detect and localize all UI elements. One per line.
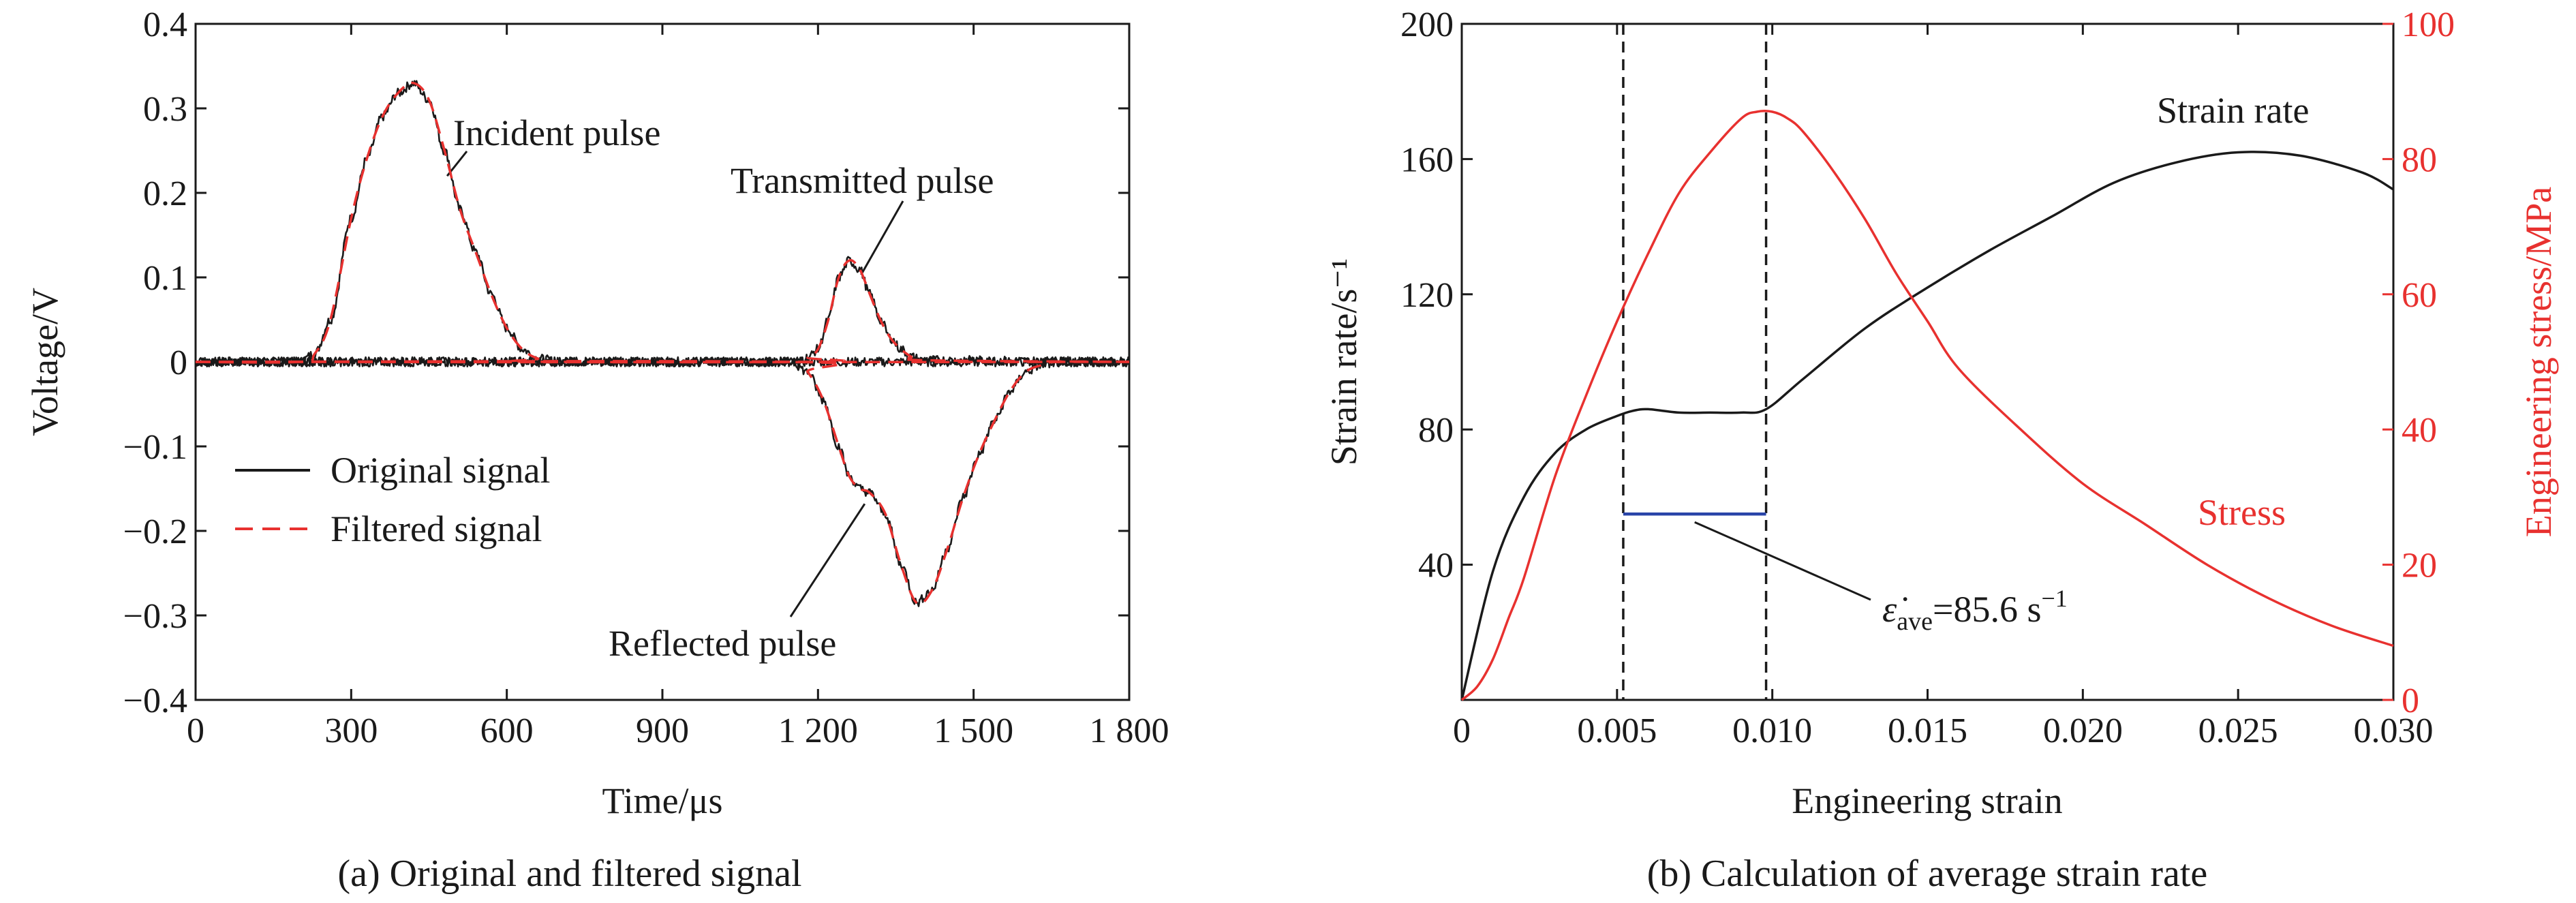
panel-b-y-tick-label: 160 [1400, 140, 1454, 179]
panel-b-traces [1460, 109, 2394, 701]
original-signal-reflected-pulse [194, 356, 1131, 607]
panel-a-y-tick-label: −0.4 [123, 682, 187, 720]
panel-a-y-tick-label: −0.2 [123, 512, 187, 551]
panel-a-x-tick-label: 1 200 [778, 711, 858, 750]
panel-a-legend: Original signal Filtered signal [235, 450, 550, 549]
panel-b-y-tick-label: 80 [1418, 411, 1454, 450]
legend-filtered-label: Filtered signal [331, 508, 542, 549]
incident-pulse-label: Incident pulse [453, 112, 660, 153]
panel-a-x-tick-label: 600 [480, 711, 534, 750]
panel-b-x-tick-label: 0 [1453, 711, 1471, 750]
strain-rate-curve [1460, 151, 2394, 701]
panel-a-x-tick-label: 900 [636, 711, 689, 750]
panel-b-x-tick-label: 0.030 [2354, 711, 2434, 750]
panel-a-y-tick-label: 0.2 [143, 174, 187, 213]
average-strain-rate-label: ε̇ave=85.6 s−1 [1882, 585, 2068, 636]
panel-b-y-tick-label: 40 [1418, 547, 1454, 585]
original-signal-transmitted-pulse [194, 256, 1131, 368]
panel-a-y-tick-label: −0.3 [123, 597, 187, 636]
panel-a-y-tick-label: 0.4 [143, 5, 187, 44]
panel-b-x-axis-label: Engineering strain [1792, 780, 2062, 821]
original-signal-incident-pulse [195, 80, 1130, 368]
panel-a-y-tick-label: 0.1 [143, 259, 187, 298]
panel-b-right-y-tick-label: 60 [2402, 276, 2437, 315]
panel-b-right-y-axis-label: Engineering stress/MPa [2518, 187, 2559, 537]
panel-b-x-tick-label: 0.015 [1888, 711, 1967, 750]
panel-b-x-tick-label: 0.020 [2043, 711, 2123, 750]
panel-a-x-tick-label: 300 [324, 711, 378, 750]
average-strain-rate-leader [1694, 521, 1871, 601]
panel-b-right-y-tick-label: 0 [2402, 682, 2419, 720]
panel-a-x-axis-label: Time/μs [602, 780, 722, 821]
average-strain-rate-subscript: ave [1897, 607, 1933, 636]
panel-b-x-tick-label: 0.025 [2198, 711, 2278, 750]
panel-b-right-y-tick-label: 40 [2402, 411, 2437, 450]
filtered-signal-transmitted-pulse [195, 259, 1130, 364]
stress-curve-label: Stress [2198, 492, 2286, 533]
panel-b-x-tick-label: 0.010 [1732, 711, 1812, 750]
transmitted-pulse-label: Transmitted pulse [731, 160, 994, 201]
panel-a-y-tick-label: −0.1 [123, 428, 187, 467]
stress-curve [1460, 109, 2394, 701]
panel-b-right-y-tick-label: 100 [2402, 5, 2455, 44]
panel-b-ticks: 0 0.005 0.010 0.015 0.020 0.025 0.030 40 80 120 16… [1400, 5, 2455, 750]
panel-a-x-tick-label: 1 800 [1090, 711, 1169, 750]
panel-a-y-tick-label: 0 [170, 343, 187, 382]
panel-b-y-tick-label: 120 [1400, 276, 1454, 315]
panel-b-chart: 0 0.005 0.010 0.015 0.020 0.025 0.030 40 80 120 16… [1323, 5, 2559, 895]
filtered-signal-reflected-pulse [195, 360, 1130, 605]
filtered-signal-incident-pulse [195, 81, 1130, 364]
panel-a-chart: 0 300 600 900 1 200 1 500 1 800 −0.4 −0.3 −0.2 −0.… [25, 5, 1169, 895]
panel-a-x-tick-label: 1 500 [934, 711, 1013, 750]
panel-b-right-y-tick-label: 80 [2402, 140, 2437, 179]
panel-a-ticks: 0 300 600 900 1 200 1 500 1 800 −0.4 −0.3 −0.2 −0.… [123, 5, 1169, 750]
panel-a-annotation-leader [860, 200, 904, 276]
strain-rate-curve-label: Strain rate [2157, 90, 2309, 131]
panel-a-y-tick-label: 0.3 [143, 90, 187, 129]
panel-a-y-axis-label: Voltage/V [25, 288, 65, 436]
panel-a-traces [194, 80, 1131, 607]
panel-b-y-axis-label: Strain rate/s⁻¹ [1323, 258, 1364, 465]
panel-a-x-tick-label: 0 [187, 711, 204, 750]
panel-a-annotation-leader [789, 503, 866, 617]
panel-a-caption: (a) Original and filtered signal [337, 853, 801, 895]
panel-b-y-tick-label: 200 [1400, 5, 1454, 44]
panel-b-caption: (b) Calculation of average strain rate [1647, 853, 2208, 895]
panel-b-x-tick-label: 0.005 [1577, 711, 1657, 750]
panel-b-right-y-tick-label: 20 [2402, 547, 2437, 585]
average-strain-rate-unit-exponent: −1 [2041, 585, 2067, 612]
panel-b-markers [1622, 24, 1871, 700]
average-strain-rate-value: =85.6 s [1933, 589, 2041, 630]
legend-original-label: Original signal [331, 450, 550, 491]
reflected-pulse-label: Reflected pulse [609, 623, 836, 664]
